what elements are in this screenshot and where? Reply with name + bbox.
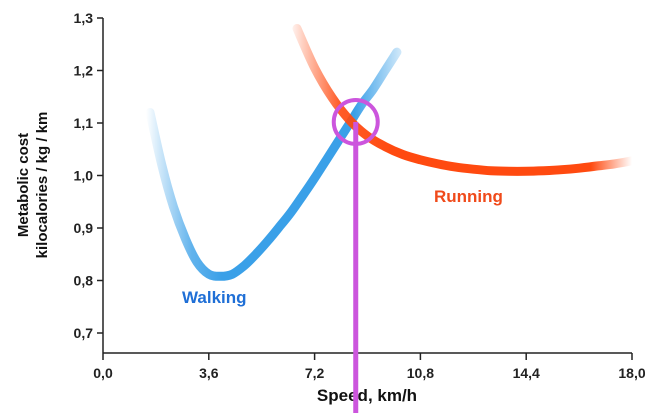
x-tick-label: 0,0 <box>93 365 113 381</box>
intersection-circle <box>331 97 380 146</box>
x-tick-label: 18,0 <box>618 365 645 381</box>
y-tick-label: 1,2 <box>74 63 94 79</box>
annotation-layer <box>331 97 380 413</box>
x-tick-label: 3,6 <box>199 365 219 381</box>
y-tick-label: 1,1 <box>74 115 94 131</box>
series-line-walking <box>145 47 402 281</box>
x-tick-label: 14,4 <box>513 365 540 381</box>
y-axis-ticks: 0,7 0,8 0,9 1,0 1,1 1,2 1,3 <box>74 10 103 341</box>
y-tick-label: 0,7 <box>74 325 94 341</box>
y-tick-label: 0,9 <box>74 220 94 236</box>
y-tick-label: 0,8 <box>74 273 94 289</box>
series-layer <box>145 24 637 281</box>
x-axis-ticks: 0,0 3,6 7,2 10,8 14,4 18,0 <box>93 353 645 381</box>
y-tick-label: 1,3 <box>74 10 94 26</box>
series-label-running: Running <box>434 187 503 206</box>
y-tick-label: 1,0 <box>74 168 94 184</box>
x-tick-label: 10,8 <box>407 365 434 381</box>
x-tick-label: 7,2 <box>305 365 325 381</box>
series-label-walking: Walking <box>182 288 247 307</box>
x-axis-title: Speed, km/h <box>317 386 417 405</box>
y-axis-title-line-1: Metabolic cost <box>15 133 32 237</box>
plot-frame <box>102 18 632 354</box>
y-axis-title-line-2: kilocalories / kg / km <box>34 112 51 259</box>
series-line-running <box>292 24 637 176</box>
